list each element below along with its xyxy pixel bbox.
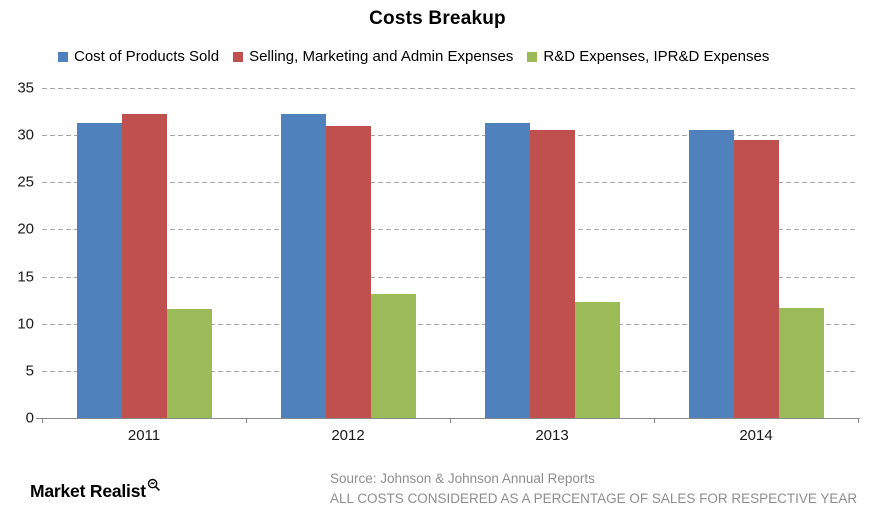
gridline-25 [42, 182, 858, 184]
legend-label: Selling, Marketing and Admin Expenses [249, 48, 514, 65]
x-axis-label-2014: 2014 [739, 427, 773, 444]
bar-2012-rd-iprd [370, 293, 416, 418]
y-axis-labels: 0 5 10 15 20 25 30 35 [0, 80, 34, 427]
x-axis-tick [450, 419, 451, 423]
gridline-35 [42, 88, 858, 89]
y-axis-label-20: 20 [17, 220, 34, 238]
bar-2013-selling-marketing-admin [529, 129, 575, 418]
x-axis-category-labels: 2011 2012 2013 2014 [42, 427, 858, 447]
bar-2011-selling-marketing-admin [121, 113, 167, 418]
bar-2014-rd-iprd [778, 307, 824, 418]
bar-2013-cost-of-products-sold [484, 122, 530, 418]
bar-2014-cost-of-products-sold [688, 129, 734, 418]
legend-marker-green-icon [527, 51, 538, 62]
gridline-10 [42, 323, 858, 325]
source-line-2: ALL COSTS CONSIDERED AS A PERCENTAGE OF … [330, 490, 858, 506]
x-axis-label-2011: 2011 [127, 427, 161, 444]
bar-2011-rd-iprd [166, 308, 212, 418]
y-axis-label-35: 35 [17, 79, 34, 97]
bar-2011-cost-of-products-sold [76, 122, 122, 418]
x-axis-tick [654, 419, 655, 423]
bar-2014-selling-marketing-admin [733, 139, 779, 418]
y-axis-label-25: 25 [17, 173, 34, 191]
gridline-15 [42, 276, 858, 278]
logo-text: Market Realist [30, 481, 146, 501]
market-realist-logo: Market Realist [30, 478, 161, 502]
x-axis-line [36, 418, 860, 419]
y-axis-label-5: 5 [25, 362, 34, 380]
x-axis-tick [246, 419, 247, 423]
x-axis-label-2013: 2013 [535, 427, 569, 444]
legend-label: Cost of Products Sold [74, 48, 220, 65]
bar-2013-rd-iprd [574, 302, 620, 418]
legend-item-cost-of-products-sold: Cost of Products Sold [58, 48, 219, 65]
legend-label: R&D Expenses, IPR&D Expenses [543, 48, 770, 65]
gridline-20 [42, 229, 858, 231]
x-axis-tick [42, 419, 43, 423]
legend-marker-blue-icon [58, 51, 68, 62]
chart-title: Costs Breakup [369, 8, 506, 29]
bar-2012-cost-of-products-sold [280, 114, 326, 418]
source-note: Source: Johnson & Johnson Annual Reports… [330, 469, 857, 508]
y-axis-label-30: 30 [17, 126, 34, 144]
magnifier-icon [147, 478, 160, 491]
gridline-5 [42, 370, 858, 372]
bar-2012-selling-marketing-admin [325, 125, 371, 418]
gridline-30 [42, 135, 858, 137]
y-axis-label-15: 15 [17, 268, 34, 286]
y-axis-label-0: 0 [25, 409, 34, 427]
x-axis-tick [858, 419, 859, 423]
legend: Cost of Products Sold Selling, Marketing… [58, 48, 769, 65]
plot-area [42, 88, 858, 418]
source-line-1: Source: Johnson & Johnson Annual Reports [330, 471, 595, 486]
legend-marker-red-icon [233, 51, 244, 62]
legend-item-rd-iprd: R&D Expenses, IPR&D Expenses [527, 48, 769, 65]
y-axis-label-10: 10 [17, 315, 34, 333]
x-axis-label-2012: 2012 [331, 427, 365, 444]
legend-item-selling-marketing-admin: Selling, Marketing and Admin Expenses [233, 48, 513, 65]
